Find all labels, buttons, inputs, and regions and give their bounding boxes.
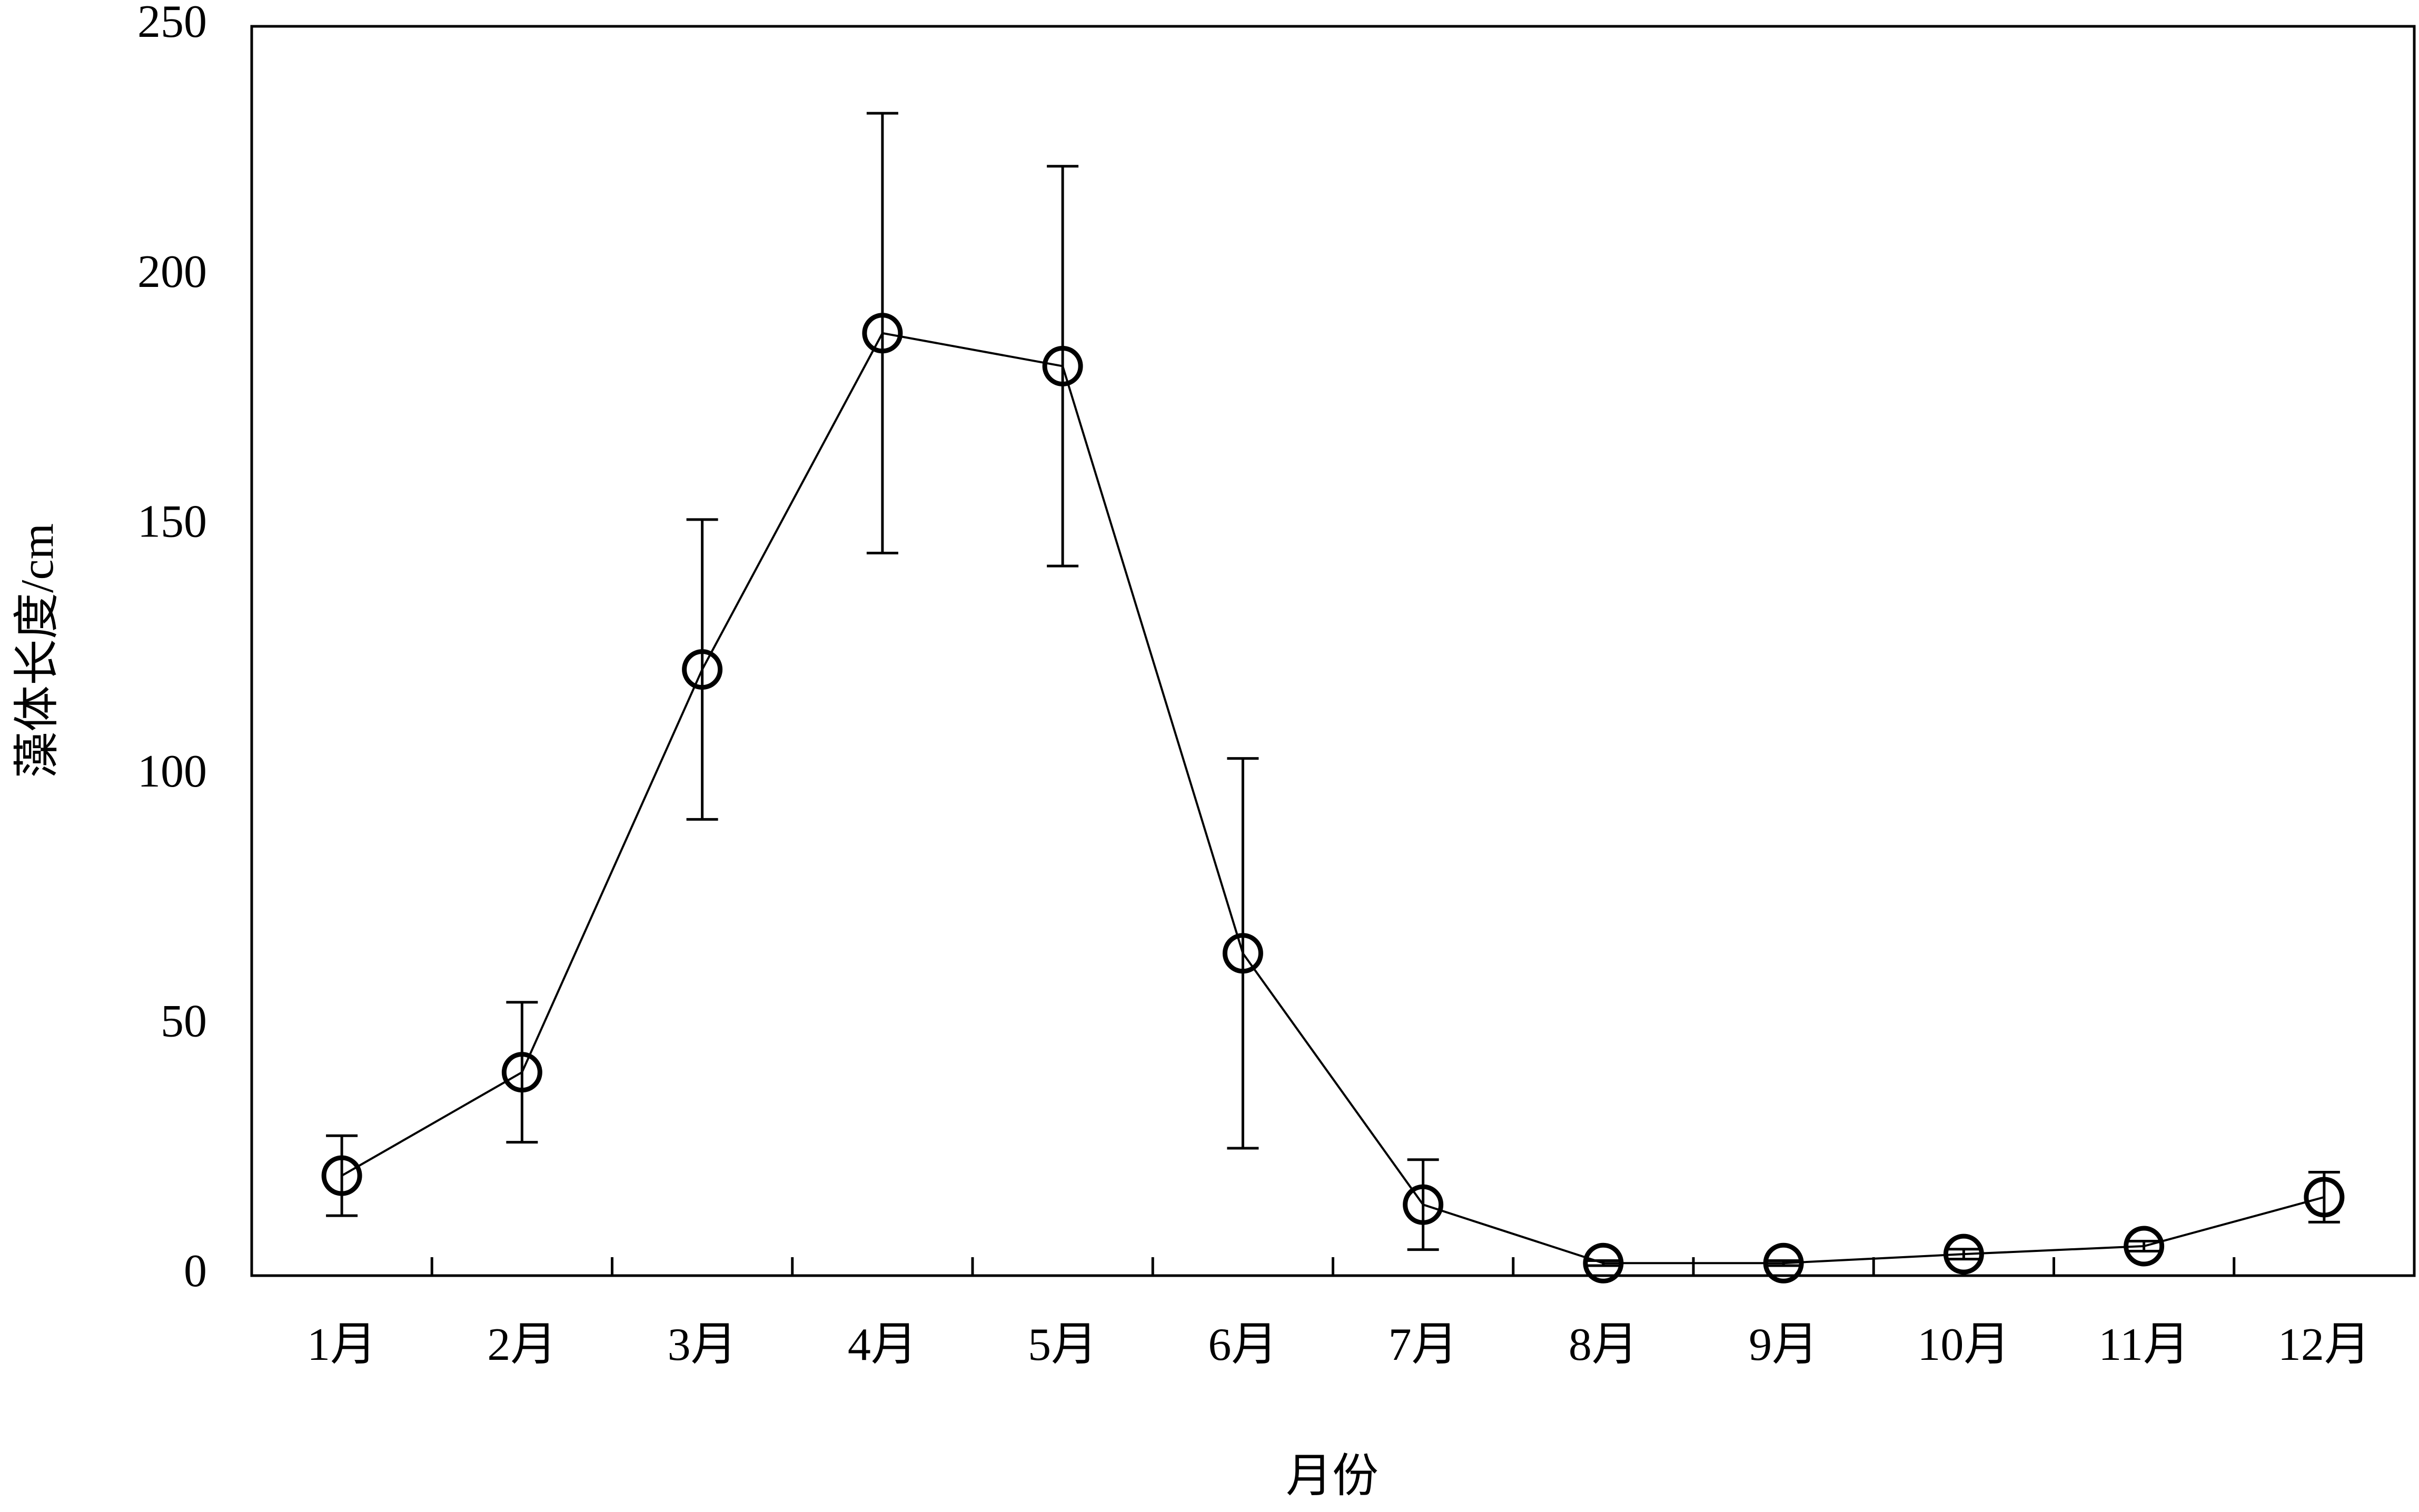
y-tick-label: 150: [137, 496, 207, 547]
marker: [2304, 1177, 2345, 1218]
x-tick-label: 7月: [1389, 1319, 1458, 1370]
y-tick-label: 0: [184, 1246, 207, 1297]
error-bar: [1227, 757, 1259, 1150]
error-bar: [1407, 1158, 1439, 1251]
marker: [1222, 933, 1263, 974]
x-tick-label: 6月: [1208, 1319, 1277, 1370]
y-tick-label: 100: [137, 746, 207, 797]
error-bar: [1948, 1248, 1980, 1261]
marker: [1943, 1234, 1984, 1275]
x-axis-label: 月份: [1286, 1451, 1379, 1502]
y-tick-label: 50: [161, 996, 207, 1047]
error-bar: [1587, 1259, 1619, 1267]
x-tick-label: 10月: [1917, 1319, 2010, 1370]
x-tick-label: 12月: [2278, 1319, 2371, 1370]
plot-frame: [250, 25, 2416, 1277]
marker: [321, 1155, 362, 1196]
error-bar: [1047, 165, 1079, 568]
marker: [1042, 345, 1083, 386]
x-tick-label: 9月: [1749, 1319, 1818, 1370]
marker: [862, 313, 903, 354]
data-line: [341, 332, 2325, 1265]
marker: [682, 649, 723, 690]
x-tick-label: 5月: [1028, 1319, 1097, 1370]
x-tick-label: 4月: [848, 1319, 917, 1370]
error-bar: [686, 518, 718, 821]
marker: [1583, 1242, 1624, 1284]
marker: [1403, 1184, 1444, 1225]
error-bar: [506, 1001, 538, 1144]
error-bar: [2128, 1240, 2160, 1252]
y-tick-label: 250: [137, 0, 207, 47]
y-axis-label: 藻体长度/cm: [12, 523, 63, 778]
x-tick-label: 8月: [1569, 1319, 1638, 1370]
y-tick-label: 200: [137, 246, 207, 297]
error-bar: [326, 1134, 358, 1217]
marker: [1763, 1242, 1804, 1284]
error-bar: [866, 112, 898, 554]
marker: [501, 1052, 542, 1093]
error-bar: [1768, 1259, 1800, 1267]
x-tick-label: 11月: [2098, 1319, 2189, 1370]
x-tick-label: 2月: [487, 1319, 557, 1370]
x-tick-label: 3月: [668, 1319, 737, 1370]
x-tick-label: 1月: [307, 1319, 376, 1370]
marker: [2124, 1226, 2165, 1267]
